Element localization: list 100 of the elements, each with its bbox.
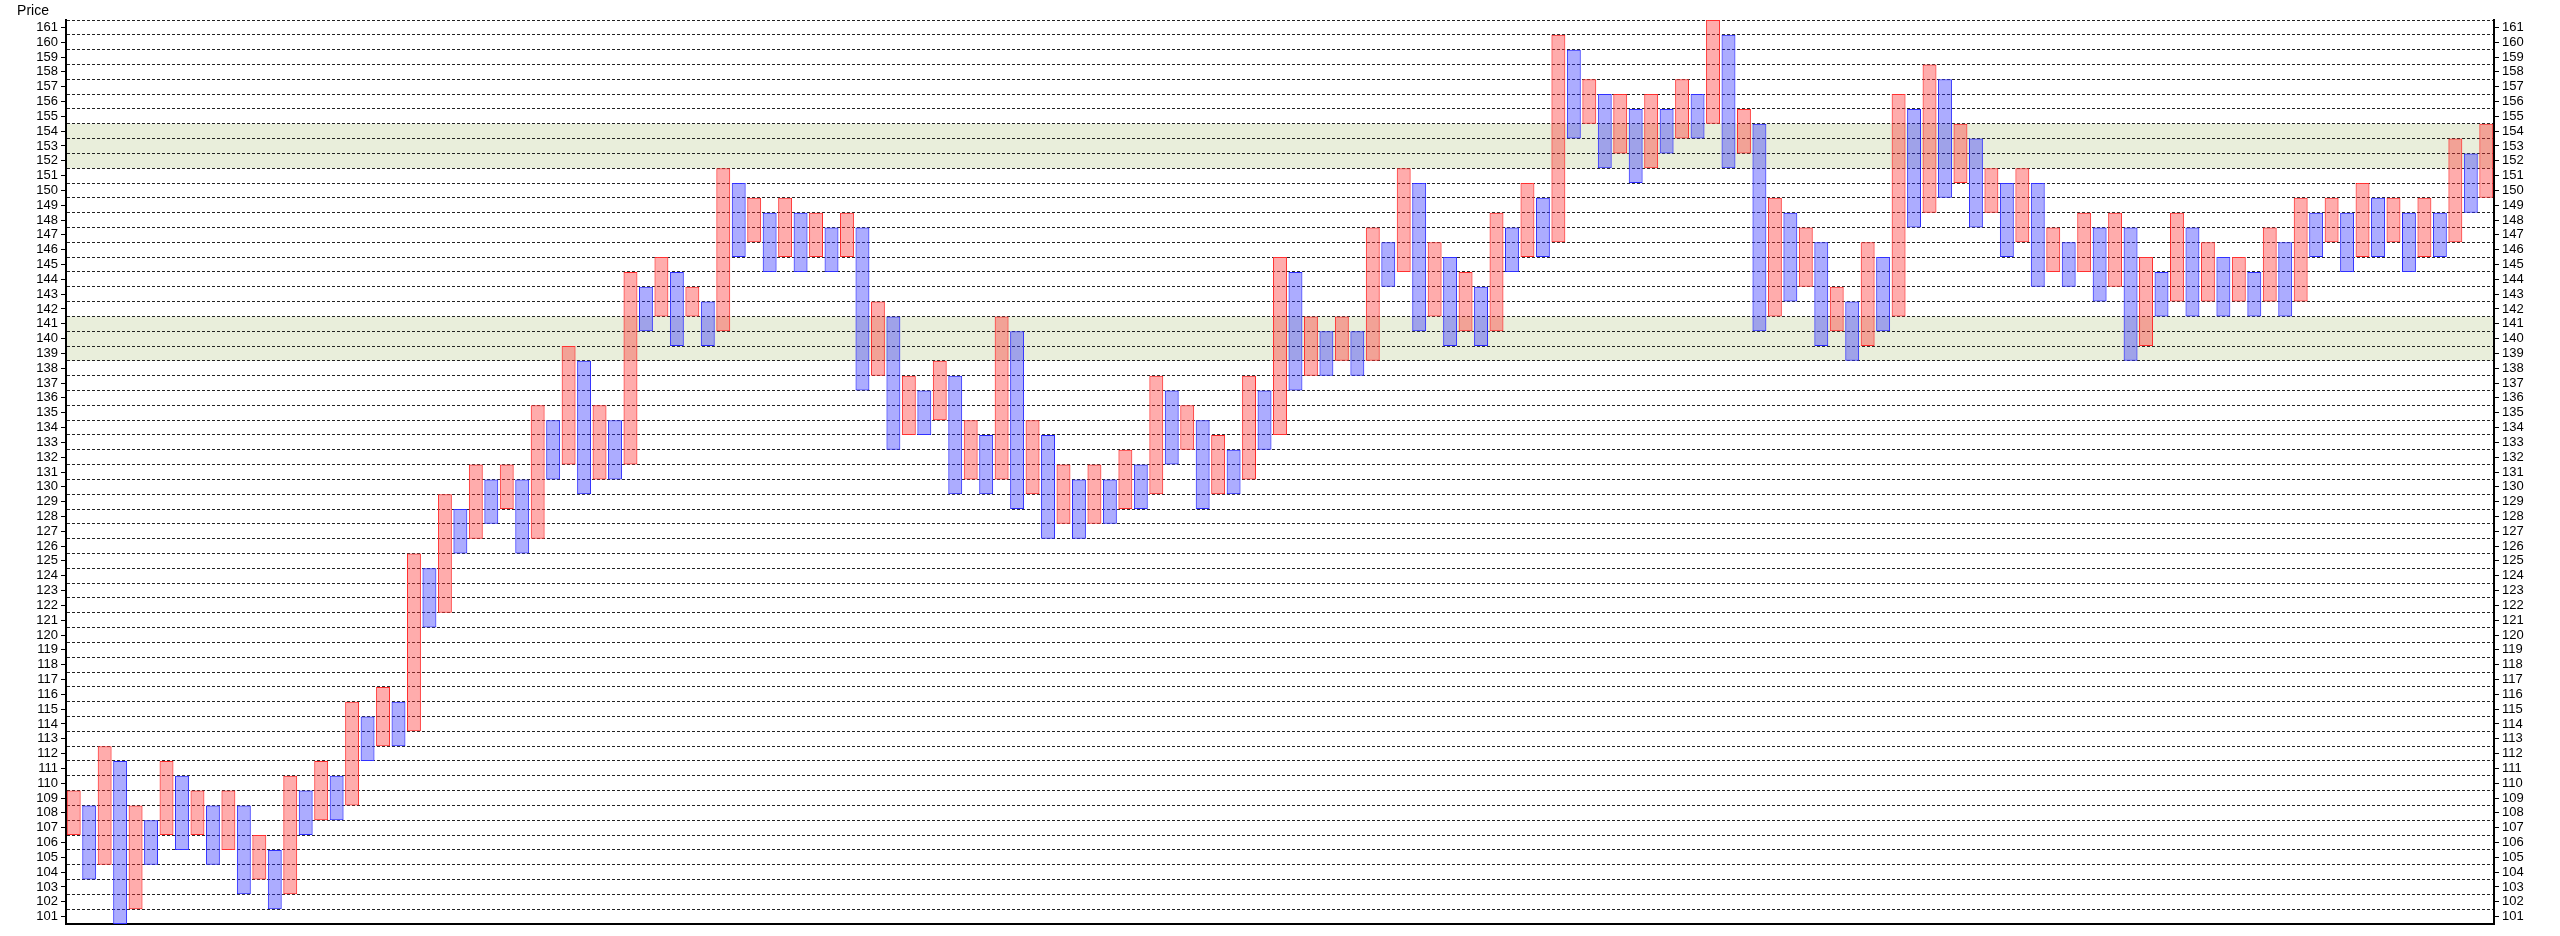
y2-tick-label: 141 xyxy=(2502,315,2524,331)
bar xyxy=(1876,257,1891,332)
y2-tick-label: 132 xyxy=(2502,448,2524,464)
y2-tick-label: 110 xyxy=(2502,774,2523,790)
y-tick-label: 134 xyxy=(36,419,58,435)
bar xyxy=(531,406,544,538)
bar xyxy=(1767,197,1782,317)
y2-tick-label: 138 xyxy=(2502,359,2524,375)
bar xyxy=(1057,465,1070,523)
y-tick-label: 103 xyxy=(36,878,58,894)
bar xyxy=(1458,271,1473,332)
bar xyxy=(2309,212,2324,258)
y2-tick-label: 149 xyxy=(2502,196,2524,212)
bar xyxy=(2340,212,2355,272)
y2-tick-label: 127 xyxy=(2502,522,2524,538)
bar xyxy=(856,228,869,390)
y-tick-label: 119 xyxy=(37,641,58,657)
y-tick-label: 156 xyxy=(36,93,58,109)
bar xyxy=(623,271,638,465)
y-tick-label: 104 xyxy=(36,863,58,879)
y-tick-label: 150 xyxy=(36,182,58,197)
bar xyxy=(1334,316,1349,361)
bar xyxy=(205,805,220,865)
bar xyxy=(2030,183,2045,287)
bar xyxy=(2139,257,2153,347)
y-tick-label: 135 xyxy=(36,404,58,420)
y-tick-label: 111 xyxy=(38,759,58,775)
y2-tick-label: 158 xyxy=(2502,63,2524,79)
y2-tick-label: 143 xyxy=(2502,285,2524,301)
bar xyxy=(561,346,576,465)
y-tick-label: 146 xyxy=(36,241,58,257)
bar xyxy=(2046,227,2061,272)
bar xyxy=(995,317,1008,479)
bar xyxy=(1907,108,1922,228)
bar xyxy=(2371,197,2385,258)
y-tick-label: 116 xyxy=(37,685,58,701)
bar xyxy=(1041,434,1055,539)
y-tick-label: 151 xyxy=(36,167,58,183)
y-axis-title: Price xyxy=(17,1,50,18)
bar xyxy=(484,479,499,524)
bar xyxy=(870,301,885,376)
bar xyxy=(159,760,174,836)
bar xyxy=(762,212,777,272)
bar xyxy=(1365,227,1380,361)
bar xyxy=(221,790,236,850)
y2-tick-label: 118 xyxy=(2502,656,2523,672)
bar xyxy=(1474,286,1488,347)
bar xyxy=(731,183,746,258)
bar xyxy=(1721,34,1736,169)
y-tick-label: 109 xyxy=(36,789,58,805)
bar xyxy=(1010,331,1025,510)
y-tick-label: 124 xyxy=(36,567,58,583)
y-tick-label: 149 xyxy=(36,196,58,212)
bar xyxy=(1180,405,1195,450)
bar xyxy=(669,271,684,347)
bar xyxy=(2432,212,2447,258)
bar xyxy=(1845,301,1860,361)
bar xyxy=(407,553,421,732)
bar xyxy=(2355,183,2370,258)
bar xyxy=(2401,212,2416,272)
y2-tick-label: 124 xyxy=(2502,567,2524,583)
y-tick-label: 133 xyxy=(36,433,58,449)
bar xyxy=(2062,243,2075,286)
bar xyxy=(1613,94,1628,154)
y2-tick-label: 152 xyxy=(2502,152,2524,168)
bar xyxy=(1829,286,1844,332)
y-tick-label: 142 xyxy=(36,300,58,316)
bar xyxy=(2278,242,2293,317)
bar xyxy=(1164,390,1179,465)
bar xyxy=(1798,227,1813,287)
y-tick-label: 136 xyxy=(36,389,58,405)
y-tick-label: 125 xyxy=(36,552,58,568)
y-tick-label: 158 xyxy=(36,63,58,79)
y2-tick-label: 157 xyxy=(2502,78,2524,94)
bar xyxy=(1273,257,1287,435)
bar xyxy=(1088,465,1101,523)
bar xyxy=(887,317,900,449)
bar xyxy=(2200,242,2215,302)
y-tick-label: 101 xyxy=(36,908,58,924)
y-tick-label: 159 xyxy=(36,48,58,64)
bar xyxy=(236,805,251,895)
y2-tick-label: 114 xyxy=(2502,715,2523,731)
y2-tick-label: 139 xyxy=(2502,345,2524,361)
y-tick-label: 118 xyxy=(37,656,58,672)
y2-tick-label: 130 xyxy=(2502,478,2524,494)
y2-tick-label: 144 xyxy=(2502,270,2524,286)
y2-tick-label: 119 xyxy=(2502,641,2523,657)
bar xyxy=(2386,197,2401,243)
bar xyxy=(1551,34,1566,243)
y-tick-label: 145 xyxy=(36,256,58,272)
bar xyxy=(1072,479,1086,539)
bar xyxy=(113,760,128,924)
y2-tick-label: 103 xyxy=(2502,878,2524,894)
bar xyxy=(391,701,406,747)
y-tick-label: 107 xyxy=(36,819,58,835)
y2-tick-label: 109 xyxy=(2502,789,2524,805)
bar xyxy=(1226,449,1241,495)
y-tick-label: 144 xyxy=(36,270,58,286)
y-tick-label: 130 xyxy=(36,478,58,494)
bar xyxy=(423,569,436,627)
